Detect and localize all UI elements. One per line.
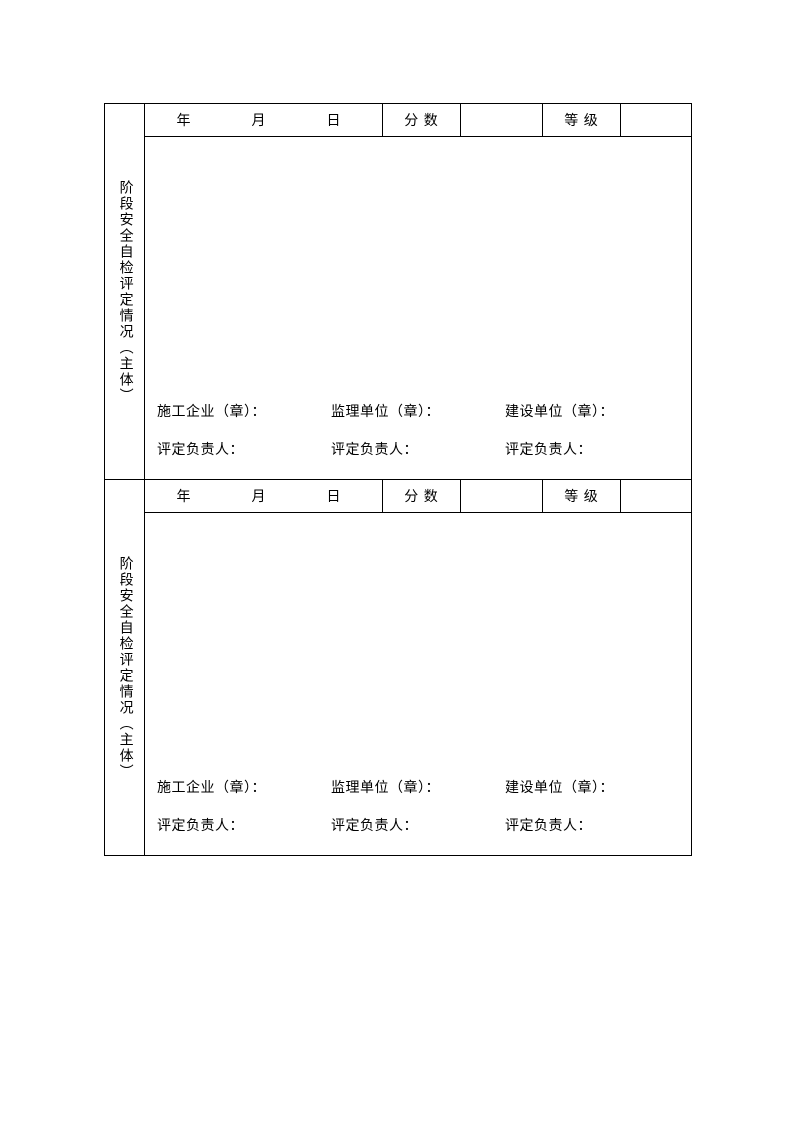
section-1-label: 阶段安全自检评定情况（主体） — [115, 556, 133, 780]
section-0-header-cell: 年 月 日 分 数 等 级 — [145, 104, 692, 137]
sig-row-2: 评定负责人： 评定负责人： 评定负责人： — [157, 439, 679, 459]
day-label: 日 — [327, 110, 351, 130]
date-cell: 年 月 日 — [145, 104, 383, 136]
month-label: 月 — [252, 110, 276, 130]
grade-label: 等 级 — [543, 480, 621, 512]
section-1-body-cell: 施工企业（章）： 监理单位（章）： 建设单位（章）： 评定负责人： 评定负责人：… — [145, 513, 692, 856]
owner-seal: 建设单位（章）： — [505, 781, 614, 796]
supervision-seal: 监理单位（章）： — [331, 781, 440, 796]
score-value — [461, 104, 543, 136]
score-label: 分 数 — [383, 480, 461, 512]
section-1-header: 年 月 日 分 数 等 级 — [145, 480, 691, 512]
section-0-body-cell: 施工企业（章）： 监理单位（章）： 建设单位（章）： 评定负责人： 评定负责人：… — [145, 137, 692, 480]
score-value — [461, 480, 543, 512]
supervision-responsible: 评定负责人： — [331, 819, 418, 834]
form-table: 阶段安全自检评定情况（主体） 年 月 日 分 数 — [104, 103, 692, 856]
grade-label: 等 级 — [543, 104, 621, 136]
section-1-label-cell: 阶段安全自检评定情况（主体） — [105, 480, 145, 856]
construction-responsible: 评定负责人： — [157, 443, 244, 458]
sig-row-1: 施工企业（章）： 监理单位（章）： 建设单位（章）： — [157, 777, 679, 797]
date-cell: 年 月 日 — [145, 480, 383, 512]
owner-responsible: 评定负责人： — [505, 443, 592, 458]
construction-responsible: 评定负责人： — [157, 819, 244, 834]
section-1-body: 施工企业（章）： 监理单位（章）： 建设单位（章）： 评定负责人： 评定负责人：… — [145, 513, 691, 855]
grade-value — [621, 480, 691, 512]
score-label: 分 数 — [383, 104, 461, 136]
supervision-responsible: 评定负责人： — [331, 443, 418, 458]
day-label: 日 — [327, 486, 351, 506]
section-1-signatures: 施工企业（章）： 监理单位（章）： 建设单位（章）： 评定负责人： 评定负责人：… — [157, 777, 679, 841]
construction-seal: 施工企业（章）： — [157, 405, 266, 420]
grade-value — [621, 104, 691, 136]
owner-responsible: 评定负责人： — [505, 819, 592, 834]
section-0-label: 阶段安全自检评定情况（主体） — [115, 180, 133, 404]
section-0-header: 年 月 日 分 数 等 级 — [145, 104, 691, 136]
section-1-header-cell: 年 月 日 分 数 等 级 — [145, 480, 692, 513]
supervision-seal: 监理单位（章）： — [331, 405, 440, 420]
month-label: 月 — [252, 486, 276, 506]
owner-seal: 建设单位（章）： — [505, 405, 614, 420]
section-0-label-cell: 阶段安全自检评定情况（主体） — [105, 104, 145, 480]
sig-row-1: 施工企业（章）： 监理单位（章）： 建设单位（章）： — [157, 401, 679, 421]
construction-seal: 施工企业（章）： — [157, 781, 266, 796]
year-label: 年 — [177, 486, 201, 506]
sig-row-2: 评定负责人： 评定负责人： 评定负责人： — [157, 815, 679, 835]
section-0-body: 施工企业（章）： 监理单位（章）： 建设单位（章）： 评定负责人： 评定负责人：… — [145, 137, 691, 479]
form-page: 阶段安全自检评定情况（主体） 年 月 日 分 数 — [104, 103, 692, 856]
section-0-signatures: 施工企业（章）： 监理单位（章）： 建设单位（章）： 评定负责人： 评定负责人：… — [157, 401, 679, 465]
year-label: 年 — [177, 110, 201, 130]
